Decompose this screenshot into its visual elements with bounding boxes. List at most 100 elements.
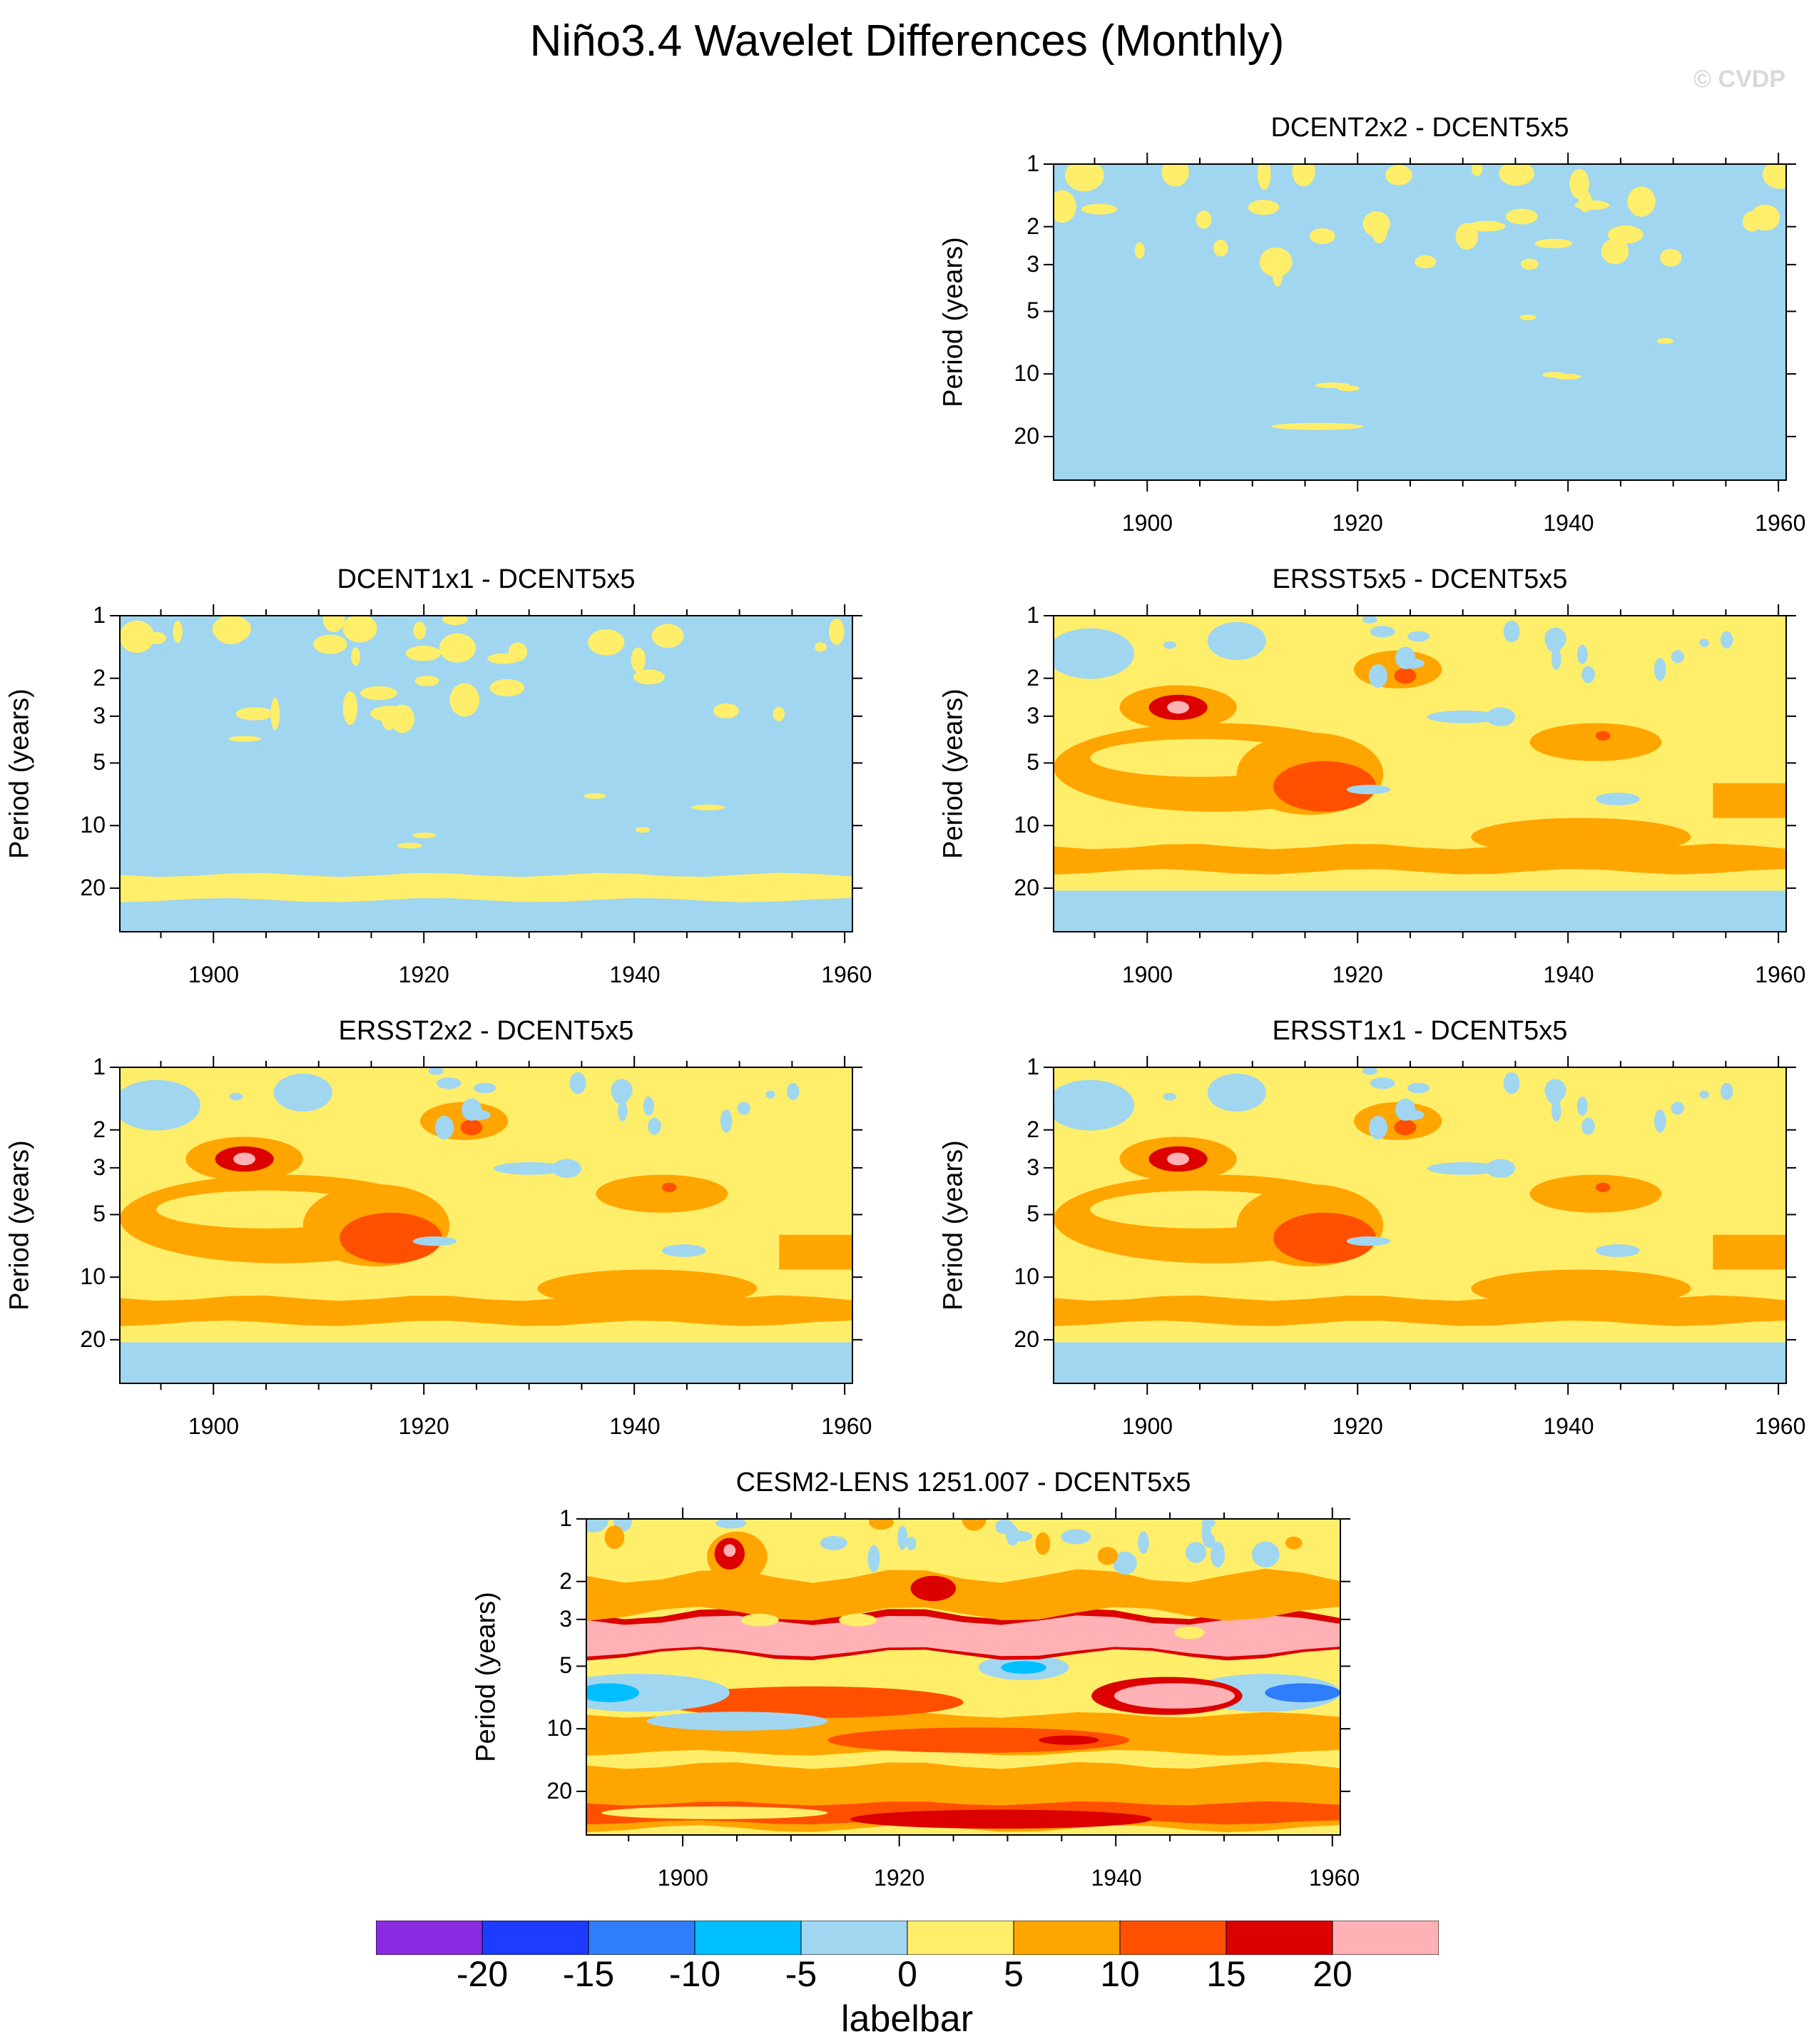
colorbar-tick-label: 10 [1100,1954,1140,1994]
small-negative-blob [1113,1551,1137,1575]
x-tick-label: 1920 [398,1413,449,1439]
small-negative-blob [643,1096,654,1116]
y-axis-label: Period (years) [471,1591,501,1762]
y-tick-label: 10 [1014,360,1039,387]
plot-frame [1053,1067,1787,1384]
y-axis-label: Period (years) [4,1139,35,1311]
small-negative-blob [612,1085,630,1104]
small-negative-blob [569,1072,586,1094]
small-positive-blob [1213,239,1228,257]
small-positive-blob [370,706,409,722]
y-tick-label: 20 [546,1777,572,1804]
y-tick-label: 3 [1026,250,1039,277]
small-positive-blob [414,676,439,686]
small-negative-blob [765,1090,775,1099]
x-tick-label: 1900 [188,1413,240,1439]
small-positive-blob [1601,238,1629,265]
small-positive-blob [1134,242,1145,259]
x-tick-label: 1960 [821,962,872,987]
positive-blob [302,1184,450,1267]
inner-blob [839,1613,877,1627]
small-positive-blob [635,827,651,833]
x-tick-label: 1900 [1121,962,1173,987]
small-negative-blob [897,1525,908,1550]
plot-frame [119,615,853,932]
positive-blob [1713,783,1786,818]
small-negative-blob [586,1519,608,1532]
small-positive-blob [228,736,262,742]
negative-blob [1427,1161,1501,1175]
small-positive-blob [815,642,827,652]
negative-blob [273,1073,332,1112]
small-negative-blob [1671,1102,1684,1115]
small-negative-blob [1201,1519,1216,1527]
small-negative-blob [1362,616,1377,624]
small-negative-blob [1671,650,1684,663]
small-positive-blob [1467,220,1506,232]
small-positive-blob [1064,164,1104,192]
negative-blob [551,1159,582,1179]
colorbar-tick-label: 15 [1206,1954,1246,1994]
small-positive-blob [1607,225,1644,244]
small-negative-blob [428,1067,444,1075]
colorbar-swatch [588,1921,695,1955]
small-negative-blob [1397,658,1425,669]
y-axis-label: Period (years) [938,1139,969,1311]
small-positive-blob [1534,238,1573,248]
colorbar-swatch [376,1921,483,1955]
negative-blob [1346,1236,1391,1246]
positive-band [120,1295,852,1326]
background-field [1054,164,1786,480]
y-tick-label: 1 [559,1505,572,1531]
long-period-band [120,873,852,902]
colorbar-title: labelbar [840,1998,974,2040]
small-positive-blob [1248,200,1280,215]
small-negative-blob [1370,1077,1395,1089]
peak-core [1167,701,1189,714]
small-negative-blob [786,1082,800,1100]
y-tick-label: 2 [1026,213,1039,239]
small-negative-blob [906,1536,917,1551]
small-positive-blob [322,616,345,632]
negative-blob-strong [1265,1683,1340,1702]
small-negative-blob [1654,1109,1666,1133]
small-positive-blob [342,691,358,726]
y-tick-label: 1 [93,1054,106,1079]
negative-blob [1207,621,1266,661]
small-positive-blob [214,619,248,644]
small-negative-blob [1251,1541,1280,1568]
positive-blob [779,1234,852,1270]
x-tick-label: 1960 [1755,1413,1806,1439]
background-field [1054,616,1786,932]
plot-area [576,1507,1350,1846]
small-negative-blob [613,1519,633,1532]
small-positive-blob [1196,210,1212,229]
page-title: Niño3.4 Wavelet Differences (Monthly) [529,16,1285,66]
small-positive-blob [713,703,739,719]
positive-blob [1054,1174,1376,1263]
small-negative-blob [1720,631,1733,649]
small-positive-blob [1309,228,1335,245]
small-positive-blob [389,704,415,733]
small-positive-blob [1455,223,1479,250]
small-negative-blob [994,1519,1014,1535]
negative-blob [1054,1079,1134,1131]
negative-blob [1054,628,1134,679]
strong-positive-blob [460,1119,483,1136]
small-negative-blob [1546,1085,1564,1104]
small-positive-blob [342,616,377,643]
small-positive-blob [691,804,725,810]
small-positive-blob [1656,337,1673,344]
small-positive-blob [588,629,625,656]
small-negative-blob [1201,1520,1211,1547]
small-negative-blob [1581,1117,1595,1135]
watermark: © CVDP [1693,66,1785,93]
small-positive-blob [1337,385,1360,392]
positive-band [586,1712,1340,1756]
small-negative-blob [1061,1529,1091,1545]
small-negative-blob [1258,1544,1272,1561]
strong-positive-blob [1595,1182,1611,1192]
background-field [120,1067,852,1383]
positive-blob [1529,723,1662,761]
